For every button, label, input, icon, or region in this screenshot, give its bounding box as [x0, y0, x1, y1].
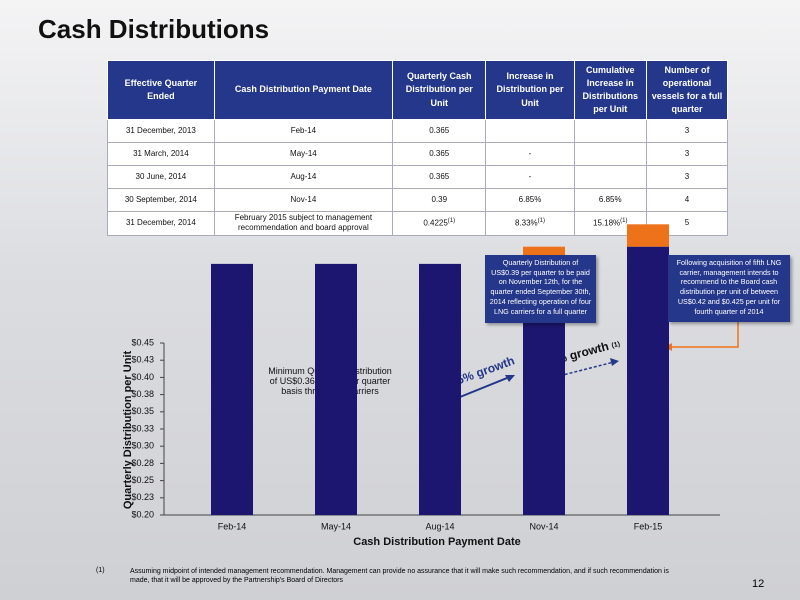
table-cell: 31 December, 2013	[107, 119, 215, 143]
table-cell: Feb-14	[213, 119, 394, 143]
table-cell: 6.85%	[485, 188, 575, 212]
x-tick-label: Aug-14	[425, 521, 454, 531]
cell-text: 15.18%	[593, 218, 621, 228]
y-tick-label: $0.28	[131, 458, 154, 468]
table-cell: 31 March, 2014	[107, 142, 215, 166]
table-cell: 3	[645, 142, 729, 166]
table-cell: -	[485, 165, 575, 189]
table-row: 31 December, 2013 Feb-14 0.365 3	[107, 119, 729, 143]
y-axis-label: Quarterly Distribution per Unit	[122, 351, 134, 510]
y-tick-label: $0.45	[131, 337, 154, 347]
table-cell: Aug-14	[213, 165, 394, 189]
y-tick-label: $0.35	[131, 406, 154, 416]
table-cell: 0.39	[392, 188, 487, 212]
table-cell: 30 June, 2014	[107, 165, 215, 189]
column-header: Number of operational vessels for a full…	[645, 60, 729, 120]
footnote-marker: (1)	[96, 567, 105, 574]
table-cell: 0.365	[392, 119, 487, 143]
empty-cell	[573, 142, 647, 166]
y-tick-label: $0.40	[131, 372, 154, 382]
distribution-table: Effective Quarter Ended Cash Distribution…	[107, 60, 729, 236]
y-tick-label: $0.30	[131, 441, 154, 451]
arrow-head	[505, 375, 515, 382]
table-cell: 31 December, 2014	[107, 211, 215, 236]
bar-segment	[419, 263, 461, 515]
table-cell: February 2015 subject to management reco…	[213, 211, 394, 236]
column-header: Quarterly Cash Distribution per Unit	[392, 60, 487, 120]
x-tick-label: Nov-14	[529, 521, 558, 531]
header-row: Effective Quarter Ended Cash Distribution…	[107, 60, 729, 120]
callout: Following acquisition of fifth LNG carri…	[668, 255, 790, 322]
table-cell: 0.365	[392, 165, 487, 189]
title: Cash Distributions	[38, 14, 270, 44]
table-cell: 4	[645, 188, 729, 212]
bar-segment	[627, 224, 669, 247]
bar-segment	[315, 263, 357, 515]
column-header: Cash Distribution Payment Date	[213, 60, 394, 120]
cell-note: (1)	[447, 217, 456, 224]
table-cell: May-14	[213, 142, 394, 166]
y-tick-label: $0.38	[131, 389, 154, 399]
table-cell: 8.33%(1)	[485, 211, 575, 236]
column-header: Cumulative Increase in Distributions per…	[573, 60, 647, 120]
x-tick-label: Feb-14	[218, 521, 247, 531]
empty-cell	[485, 119, 575, 143]
y-tick-label: $0.23	[131, 492, 154, 502]
footnote: Assuming midpoint of intended management…	[130, 568, 669, 585]
y-tick-label: $0.25	[131, 475, 154, 485]
growth-arrow	[459, 375, 513, 398]
table-cell: 3	[645, 119, 729, 143]
y-tick-label: $0.20	[131, 509, 154, 519]
empty-cell	[573, 119, 647, 143]
table-cell: Nov-14	[213, 188, 394, 212]
cell-text: 0.4225	[423, 218, 448, 228]
cell-note: (1)	[620, 217, 628, 224]
column-header: Effective Quarter Ended	[107, 60, 215, 120]
table-row: 31 December, 2014 February 2015 subject t…	[107, 211, 729, 236]
x-tick-label: Feb-15	[634, 521, 663, 531]
empty-cell	[573, 165, 647, 189]
callout: Quarterly Distribution of US$0.39 per qu…	[485, 255, 596, 323]
x-tick-label: May-14	[321, 521, 351, 531]
growth-note: (1)	[611, 341, 621, 350]
connector	[670, 322, 739, 348]
page-number: 12	[752, 578, 765, 590]
table-cell: 0.365	[392, 142, 487, 166]
table-cell: 0.4225(1)	[392, 211, 487, 236]
table-row: 30 June, 2014 Aug-14 0.365-3	[107, 165, 729, 189]
table-cell: -	[485, 142, 575, 166]
x-axis-label: Cash Distribution Payment Date	[353, 536, 520, 548]
y-tick-label: $0.33	[131, 423, 154, 433]
table-cell: 30 September, 2014	[107, 188, 215, 212]
cell-note: (1)	[537, 217, 545, 224]
table-row: 31 March, 2014 May-14 0.365- 3	[107, 142, 729, 166]
cell-text: 8.33%	[514, 218, 538, 228]
table-cell: 6.85%	[573, 188, 647, 212]
table-body: 31 December, 2013 Feb-14 0.365 3 31 March, 2…	[107, 119, 729, 236]
bar-segment	[211, 263, 253, 515]
table-row: 30 September, 2014 Nov-14 0.39 6.85% 6.85% 4	[107, 188, 729, 212]
arrow-head	[610, 358, 619, 366]
y-tick-label: $0.43	[131, 355, 154, 365]
bar-segment	[627, 246, 669, 515]
